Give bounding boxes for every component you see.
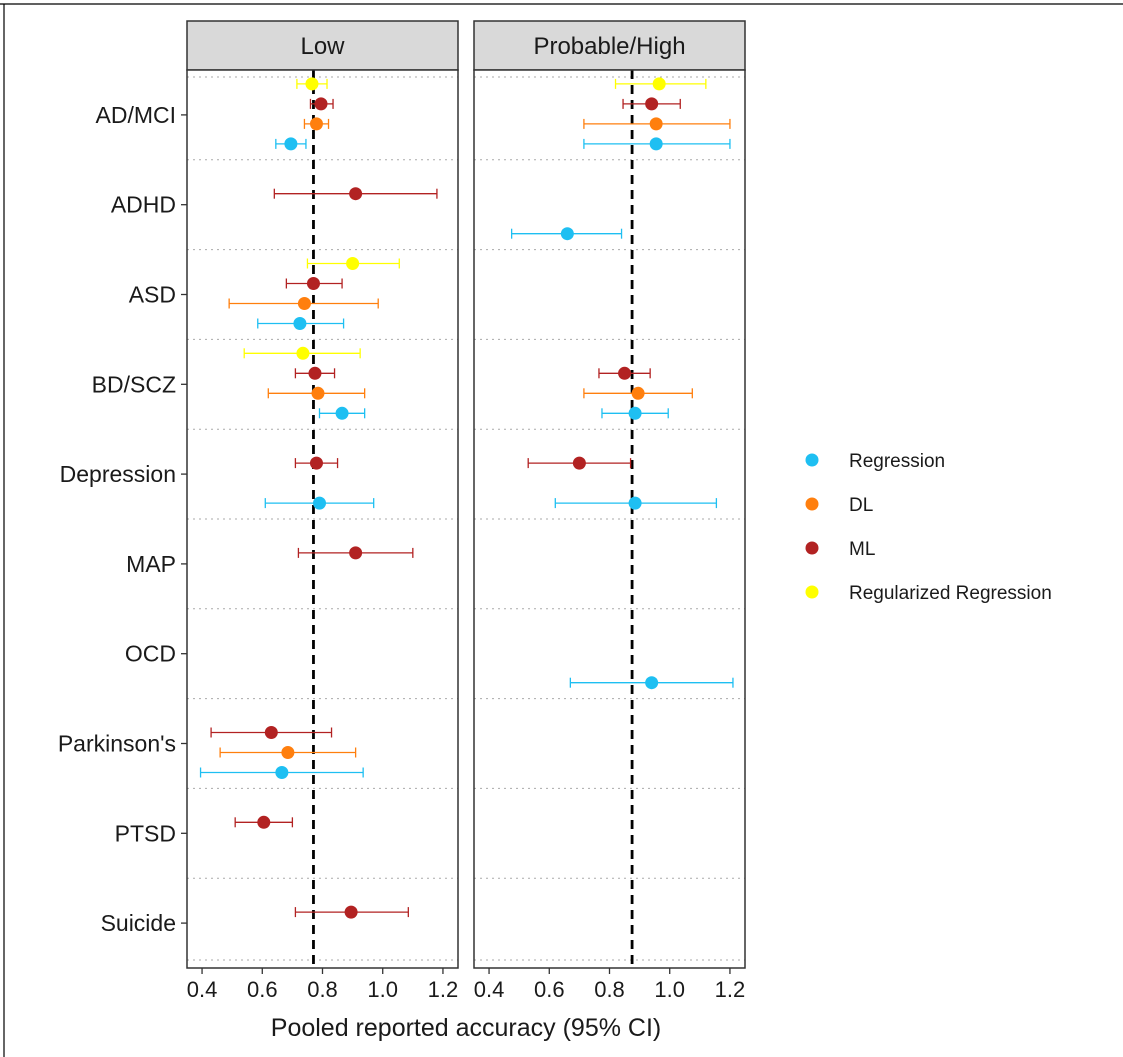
x-tick-label: 0.4 <box>474 977 505 1002</box>
panels-group: Low 0.4 0.6 0.8 1.0 1.2 Probable/High 0.4 0.6 0.8… <box>186 20 746 1002</box>
point-adhd-regression <box>560 227 574 241</box>
panel-probable-high: Probable/High 0.4 0.6 0.8 1.0 1.2 <box>473 20 746 1002</box>
point-parkinson-s-ml <box>264 726 278 739</box>
point-bd-scz-regression <box>335 406 349 420</box>
legend-item-regression: Regression <box>805 451 945 472</box>
legend: Regression DL ML Regularized Regression <box>805 451 1052 604</box>
point-ad-mci-regression <box>284 137 298 151</box>
point-ad-mci-ml <box>645 97 659 111</box>
legend-label-ml: ML <box>849 539 875 560</box>
panel-background-probable-high <box>474 70 745 968</box>
legend-label-dl: DL <box>849 495 873 516</box>
x-tick-label: 0.6 <box>534 977 565 1002</box>
point-ad-mci-regularized-regression <box>652 77 666 91</box>
x-tick-label: 1.0 <box>367 977 398 1002</box>
legend-swatch-regularized-regression <box>805 585 819 599</box>
point-bd-scz-ml <box>308 366 322 380</box>
point-map-ml <box>349 546 363 560</box>
strip-label-low: Low <box>300 33 345 60</box>
point-depression-ml <box>572 456 586 470</box>
point-ad-mci-dl <box>649 117 663 131</box>
legend-label-regularized-regression: Regularized Regression <box>849 583 1052 604</box>
point-asd-regression <box>293 317 307 330</box>
point-ad-mci-regularized-regression <box>305 77 319 91</box>
point-bd-scz-ml <box>618 366 632 380</box>
point-depression-ml <box>309 456 323 470</box>
point-asd-regularized-regression <box>346 257 360 270</box>
x-tick-label: 1.0 <box>654 977 685 1002</box>
x-tick-label: 0.8 <box>594 977 625 1002</box>
point-ocd-regression <box>645 676 659 690</box>
point-adhd-ml <box>349 187 363 201</box>
legend-swatch-ml <box>805 541 819 555</box>
strip-low <box>186 20 459 71</box>
point-asd-ml <box>306 277 320 290</box>
legend-item-dl: DL <box>805 495 873 516</box>
point-parkinson-s-regression <box>275 766 289 779</box>
legend-swatch-regression <box>805 453 819 467</box>
x-tick-label: 0.4 <box>187 977 218 1002</box>
point-ad-mci-dl <box>309 117 323 131</box>
x-tick-label: 1.2 <box>715 977 746 1002</box>
x-tick-label: 1.2 <box>428 977 459 1002</box>
category-label-asd: ASD <box>129 282 176 308</box>
point-bd-scz-dl <box>311 386 325 400</box>
point-depression-regression <box>628 496 642 510</box>
strip-label-probable-high: Probable/High <box>533 33 685 60</box>
point-depression-regression <box>312 496 326 510</box>
point-bd-scz-regression <box>628 406 642 420</box>
legend-item-regularized-regression: Regularized Regression <box>805 583 1052 604</box>
category-label-parkinson-s: Parkinson's <box>58 731 176 757</box>
legend-item-ml: ML <box>805 539 875 560</box>
category-label-ocd: OCD <box>125 641 176 667</box>
category-label-suicide: Suicide <box>101 910 176 936</box>
strip-probable-high <box>473 20 746 71</box>
legend-swatch-dl <box>805 497 819 511</box>
panel-low: Low 0.4 0.6 0.8 1.0 1.2 <box>186 20 459 1002</box>
category-label-bd-scz: BD/SCZ <box>92 371 176 397</box>
panel-background-low <box>187 70 458 968</box>
category-label-ptsd: PTSD <box>115 820 176 846</box>
category-labels-group: AD/MCI ADHD ASD BD/SCZ Depression MAP OCD Parki… <box>58 102 187 936</box>
x-tick-label: 0.8 <box>307 977 338 1002</box>
point-suicide-ml <box>344 905 358 919</box>
point-bd-scz-regularized-regression <box>296 346 310 360</box>
point-ptsd-ml <box>257 815 271 829</box>
category-label-map: MAP <box>126 551 176 577</box>
point-asd-dl <box>297 297 311 310</box>
point-parkinson-s-dl <box>281 746 295 759</box>
category-label-adhd: ADHD <box>111 192 176 218</box>
category-label-depression: Depression <box>60 461 176 487</box>
point-ad-mci-regression <box>649 137 663 151</box>
legend-label-regression: Regression <box>849 451 945 472</box>
point-ad-mci-ml <box>314 97 328 111</box>
x-axis-title: Pooled reported accuracy (95% CI) <box>271 1014 661 1042</box>
point-bd-scz-dl <box>631 386 645 400</box>
category-label-ad-mci: AD/MCI <box>96 102 177 128</box>
x-tick-label: 0.6 <box>247 977 278 1002</box>
